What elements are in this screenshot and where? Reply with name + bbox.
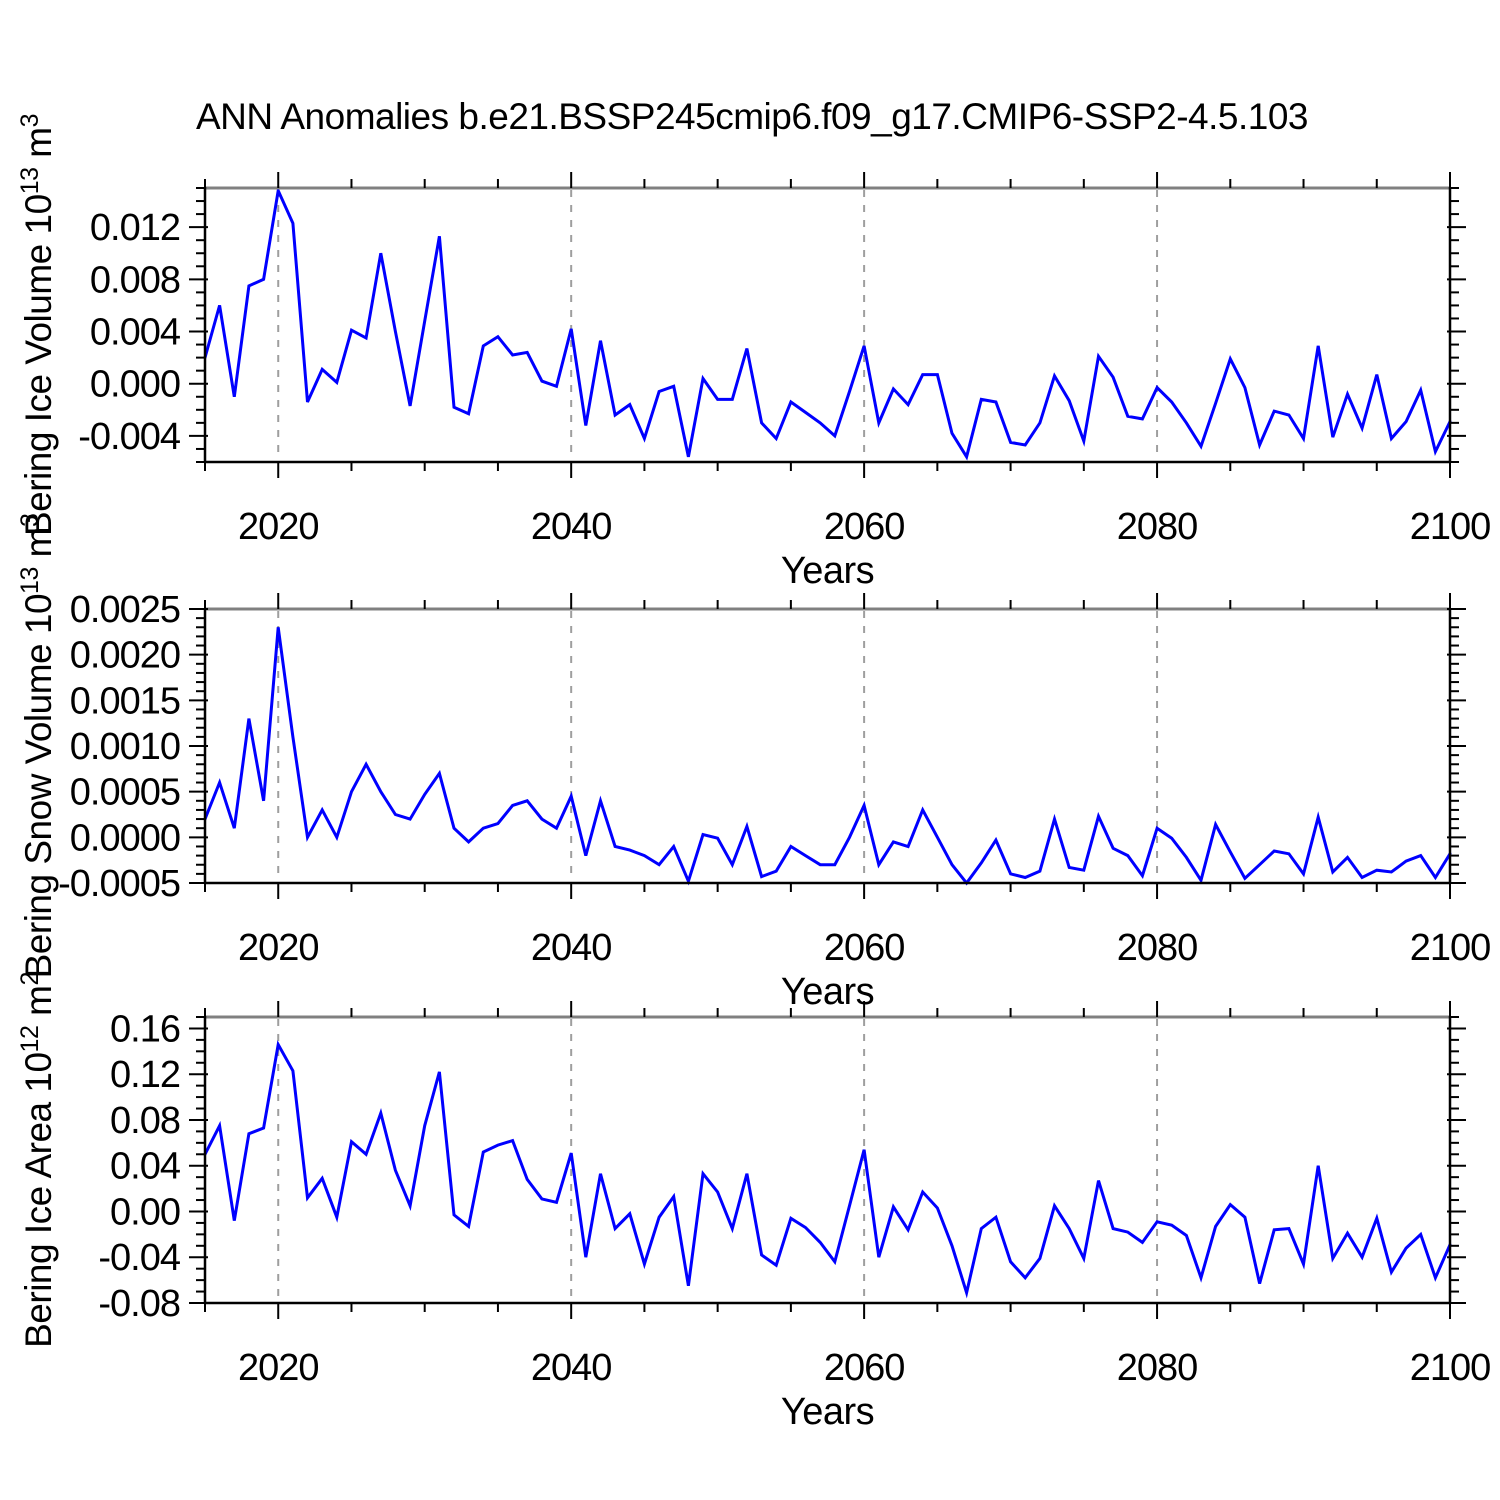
x-tick-label-2040: 2040 [531, 1347, 612, 1389]
y-tick-label: 0.0020 [70, 635, 180, 677]
x-tick-label-2080: 2080 [1117, 506, 1198, 548]
x-tick-label-2040: 2040 [531, 927, 612, 969]
y-tick-label: -0.0005 [58, 863, 180, 905]
x-tick-label-2080: 2080 [1117, 927, 1198, 969]
y-tick-label: 0.12 [110, 1054, 180, 1096]
y-tick-label: 0.012 [90, 207, 180, 249]
y-axis-title-unit-exponent: 3 [15, 113, 44, 128]
y-axis-title-unit: m [18, 527, 60, 568]
x-axis-title: Years [781, 971, 874, 1013]
y-tick-label: -0.04 [98, 1237, 180, 1279]
y-tick-label: 0.0005 [70, 772, 180, 814]
x-tick-label-2040: 2040 [531, 506, 612, 548]
x-tick-label-2020: 2020 [238, 1347, 319, 1389]
figure-title: ANN Anomalies b.e21.BSSP245cmip6.f09_g17… [196, 96, 1309, 137]
y-tick-label: -0.004 [78, 416, 181, 458]
panel-bering-ice-volume: 2020 2040 2060 2080 2100 Years 0.012 0.008 0.004… [78, 172, 1491, 592]
x-tick-label-2020: 2020 [238, 506, 319, 548]
x-tick-label-2060: 2060 [824, 1347, 905, 1389]
y-axis-title-text: Bering Ice Area 10 [18, 1052, 60, 1348]
y-tick-label: 0.16 [110, 1008, 180, 1050]
bering-snow-volume-line [203, 627, 1452, 886]
x-tick-label-2020: 2020 [238, 927, 319, 969]
y-axis-title-text: Bering Snow Volume 10 [18, 593, 60, 979]
panel-bering-ice-area: 2020 2040 2060 2080 2100Years0.160.120.080.0… [98, 1001, 1491, 1433]
y-tick-label: -0.08 [98, 1283, 180, 1325]
y-axis-title-ice-volume: Bering Ice Volume 1013 m3 [16, 114, 60, 536]
y-tick-label: 0.0000 [70, 817, 180, 859]
x-tick-label-2060: 2060 [824, 927, 905, 969]
y-tick-label: 0.0010 [70, 726, 180, 768]
y-axis-title-ice-area: Bering Ice Area 1012 m2 [16, 972, 60, 1348]
bering-ice-volume-line [203, 185, 1452, 461]
y-tick-label: 0.04 [110, 1146, 181, 1188]
bering-ice-area-line [203, 1040, 1452, 1299]
panel-bering-snow-volume: 2020 2040 2060 2080 2100Years0.00250.00200.0… [58, 589, 1491, 1013]
y-tick-label: 0.008 [90, 259, 180, 301]
x-tick-label-2100: 2100 [1410, 506, 1491, 548]
y-axis-title-unit: m [18, 127, 60, 168]
y-axis-title-unit-exponent: 3 [15, 513, 44, 528]
y-axis-title-snow-volume: Bering Snow Volume 1013 m3 [16, 514, 60, 979]
x-tick-label-2100: 2100 [1410, 1347, 1491, 1389]
y-axis-title-unit: m [18, 985, 60, 1026]
y-axis-title-exponent: 13 [15, 567, 44, 594]
y-tick-label: 0.004 [90, 312, 181, 354]
y-axis-title-unit-exponent: 2 [15, 972, 44, 986]
y-axis-title-exponent: 13 [15, 167, 44, 195]
x-tick-label-2060: 2060 [824, 506, 905, 548]
y-tick-label: 0.000 [90, 364, 180, 406]
x-tick-label-2080: 2080 [1117, 1347, 1198, 1389]
y-tick-label: 0.0015 [70, 680, 180, 722]
y-tick-label: 0.0025 [70, 589, 180, 631]
y-axis-title-text: Bering Ice Volume 10 [18, 194, 60, 537]
x-axis-title: Years [781, 550, 874, 592]
y-tick-label: 0.00 [110, 1191, 180, 1233]
x-tick-label-2100: 2100 [1410, 927, 1491, 969]
y-axis-title-exponent: 12 [15, 1025, 44, 1053]
y-tick-label: 0.08 [110, 1100, 180, 1142]
x-axis-title: Years [781, 1391, 874, 1433]
